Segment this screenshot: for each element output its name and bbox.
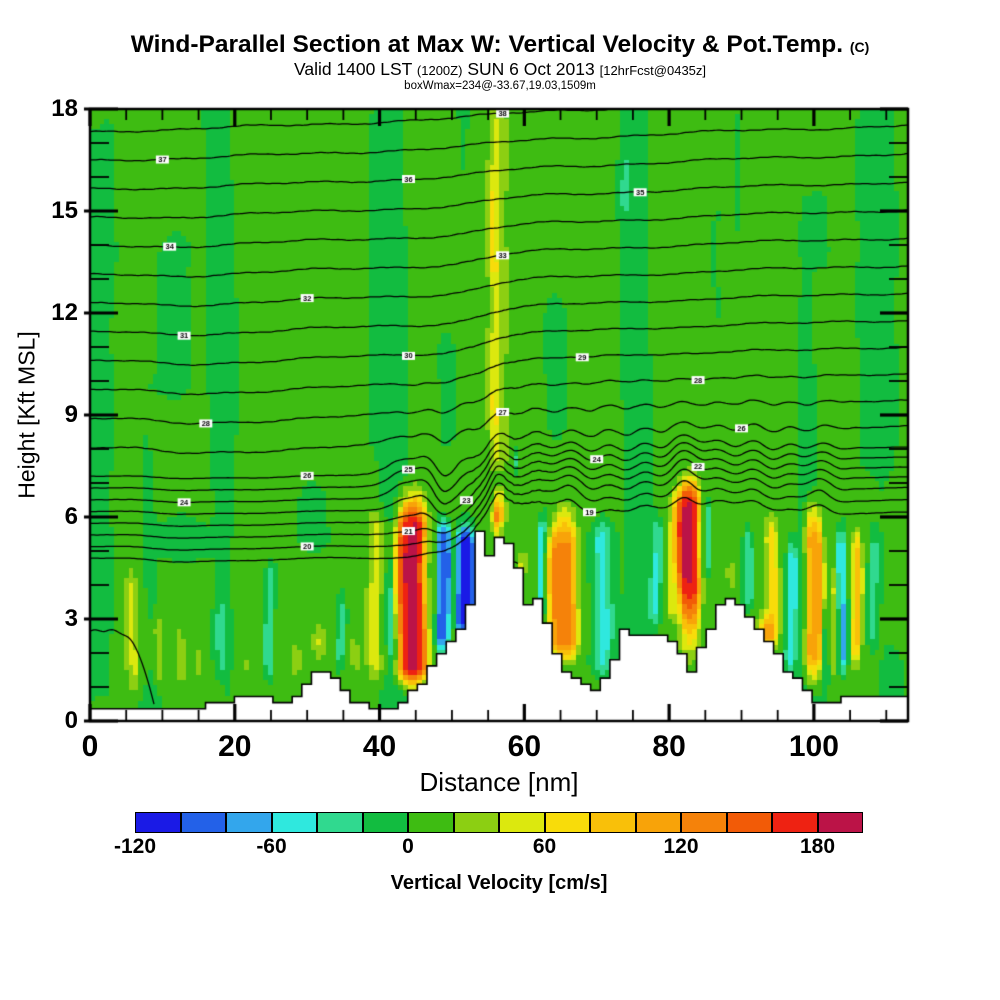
- colorbar-segment: [362, 812, 408, 833]
- colorbar-segment: [226, 812, 272, 833]
- y-tick-label-6: 6: [64, 503, 78, 530]
- x-tick-label-100: 100: [788, 730, 839, 763]
- colorbar-tick-1: -60: [256, 835, 287, 858]
- colorbar-segment: [317, 812, 363, 833]
- colorbar-title: Vertical Velocity [cm/s]: [390, 872, 608, 894]
- chart-title: Wind-Parallel Section at Max W: Vertical…: [0, 31, 1000, 59]
- subtitle-forecast-tag: [12hrFcst@0435z]: [599, 63, 707, 79]
- chart-title-units: (C): [849, 39, 870, 55]
- colorbar-segment: [180, 812, 226, 833]
- colorbar-tick-3: 60: [532, 835, 557, 858]
- colorbar-segment: [453, 812, 499, 833]
- colorbar-segment: [726, 812, 772, 833]
- colorbar-segment: [817, 812, 863, 833]
- colorbar-segment: [271, 812, 317, 833]
- chart-subtitle: Valid 1400 LST (1200Z) SUN 6 Oct 2013 [1…: [0, 59, 1000, 79]
- colorbar-segment: [544, 812, 590, 833]
- colorbar-segment: [681, 812, 727, 833]
- x-tick-label-0: 0: [81, 730, 99, 763]
- colorbar-tick-0: -120: [113, 835, 157, 858]
- y-tick-label-12: 12: [51, 299, 78, 326]
- colorbar-segment: [772, 812, 818, 833]
- x-tick-label-60: 60: [507, 730, 542, 763]
- y-tick-label-9: 9: [64, 401, 78, 428]
- chart-title-text: Wind-Parallel Section at Max W: Vertical…: [130, 31, 844, 58]
- y-tick-label-0: 0: [64, 707, 78, 734]
- title-block: Wind-Parallel Section at Max W: Vertical…: [0, 31, 1000, 93]
- subtitle-date: SUN 6 Oct 2013: [467, 59, 595, 80]
- y-tick-label-3: 3: [64, 605, 78, 632]
- subtitle-utc-time: (1200Z): [416, 63, 463, 79]
- x-tick-label-20: 20: [218, 730, 252, 763]
- colorbar-tick-4: 120: [663, 835, 699, 858]
- subtitle-valid-time: Valid 1400 LST: [293, 59, 413, 80]
- x-tick-label-80: 80: [652, 730, 686, 763]
- colorbar-segment: [499, 812, 545, 833]
- chart-annotation: boxWmax=234@-33.67,19.03,1509m: [404, 79, 596, 92]
- colorbar-tick-2: 0: [402, 835, 414, 858]
- x-axis-title: Distance [nm]: [419, 767, 579, 797]
- colorbar-segment: [590, 812, 636, 833]
- x-tick-label-40: 40: [362, 730, 397, 763]
- colorbar-segment: [408, 812, 454, 833]
- colorbar-segment: [635, 812, 681, 833]
- colorbar: [135, 812, 863, 833]
- colorbar-segment: [135, 812, 181, 833]
- y-tick-label-15: 15: [51, 197, 78, 224]
- colorbar-tick-5: 180: [799, 835, 836, 858]
- y-tick-label-18: 18: [51, 95, 78, 122]
